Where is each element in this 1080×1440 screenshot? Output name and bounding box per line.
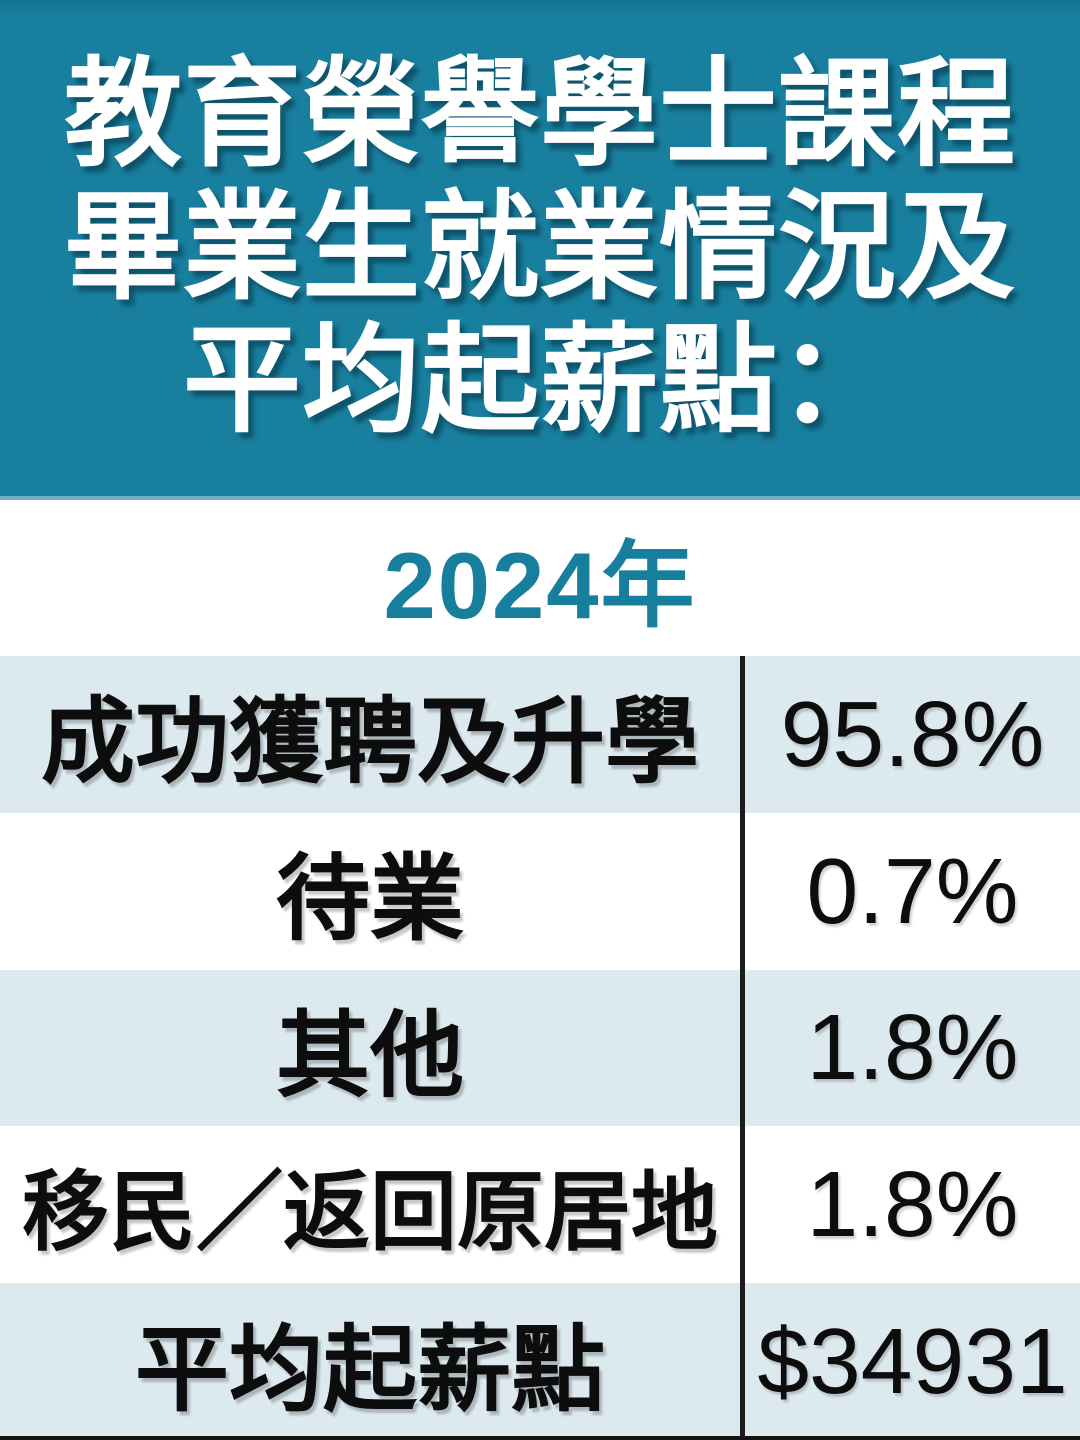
row-label: 成功獲聘及升學 [0,656,745,813]
table-row-average-salary: 平均起薪點 $34931 [0,1283,1080,1440]
row-value: $34931 [757,1309,1068,1414]
table-row-employed: 成功獲聘及升學 95.8% [0,656,1080,813]
row-value: 1.8% [806,1152,1019,1257]
infographic-header: 教育榮譽學士課程 畢業生就業情況及 平均起薪點： [0,0,1080,500]
table-row-emigration: 移民／返回原居地 1.8% [0,1126,1080,1284]
row-label: 其他 [0,969,745,1127]
employment-table: 成功獲聘及升學 95.8% 待業 0.7% 其他 1.8% 移民／返回原居地 1… [0,656,1080,1440]
title-line-3: 平均起薪點： [182,314,897,447]
bottom-edge-line [0,1436,1080,1440]
title-line-2: 畢業生就業情況及 [63,181,1016,314]
row-label: 平均起薪點 [0,1283,745,1440]
row-label: 待業 [0,812,745,970]
year-band: 2024年 [0,500,1080,656]
year-label: 2024年 [383,533,697,638]
row-value: 0.7% [806,838,1019,943]
table-row-unemployed: 待業 0.7% [0,812,1080,970]
table-row-others: 其他 1.8% [0,969,1080,1127]
row-value: 95.8% [780,681,1045,786]
title-line-1: 教育榮譽學士課程 [63,48,1016,181]
row-label: 移民／返回原居地 [0,1126,745,1284]
row-value: 1.8% [806,995,1019,1100]
